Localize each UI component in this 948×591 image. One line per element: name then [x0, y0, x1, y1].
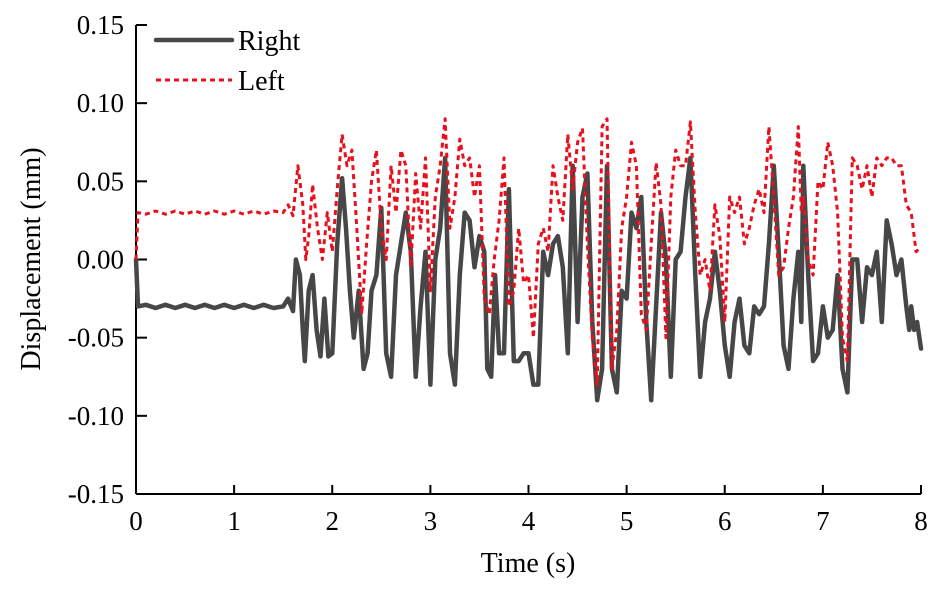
y-tick-label: -0.05: [68, 323, 124, 353]
x-tick-label: 0: [129, 506, 143, 536]
y-tick-label: 0.15: [77, 10, 124, 40]
y-tick-label: 0.05: [77, 166, 124, 196]
x-ticks: 0 1 2 3 4 5 6 7 8: [129, 485, 928, 536]
series-layer: [133, 117, 924, 403]
x-tick-label: 8: [914, 506, 928, 536]
legend-label-right: Right: [238, 26, 300, 57]
x-tick-label: 3: [424, 506, 438, 536]
y-axis-title: Displacement (mm): [16, 147, 47, 370]
x-tick-label: 5: [620, 506, 634, 536]
x-axis-title: Time (s): [481, 548, 576, 579]
y-tick-label: -0.15: [68, 479, 124, 509]
x-tick-label: 7: [816, 506, 830, 536]
y-tick-label: -0.10: [68, 401, 124, 431]
x-tick-label: 1: [227, 506, 241, 536]
series-line-left: [134, 117, 923, 387]
x-tick-label: 4: [522, 506, 536, 536]
x-tick-label: 6: [718, 506, 732, 536]
y-tick-label: 0.10: [77, 88, 124, 118]
x-tick-label: 2: [326, 506, 340, 536]
legend: Right Left: [153, 26, 300, 97]
y-ticks: 0.15 0.10 0.05 0.00 -0.05 -0.10 -0.15: [68, 10, 147, 509]
legend-label-left: Left: [238, 66, 285, 97]
y-tick-label: 0.00: [77, 245, 124, 275]
